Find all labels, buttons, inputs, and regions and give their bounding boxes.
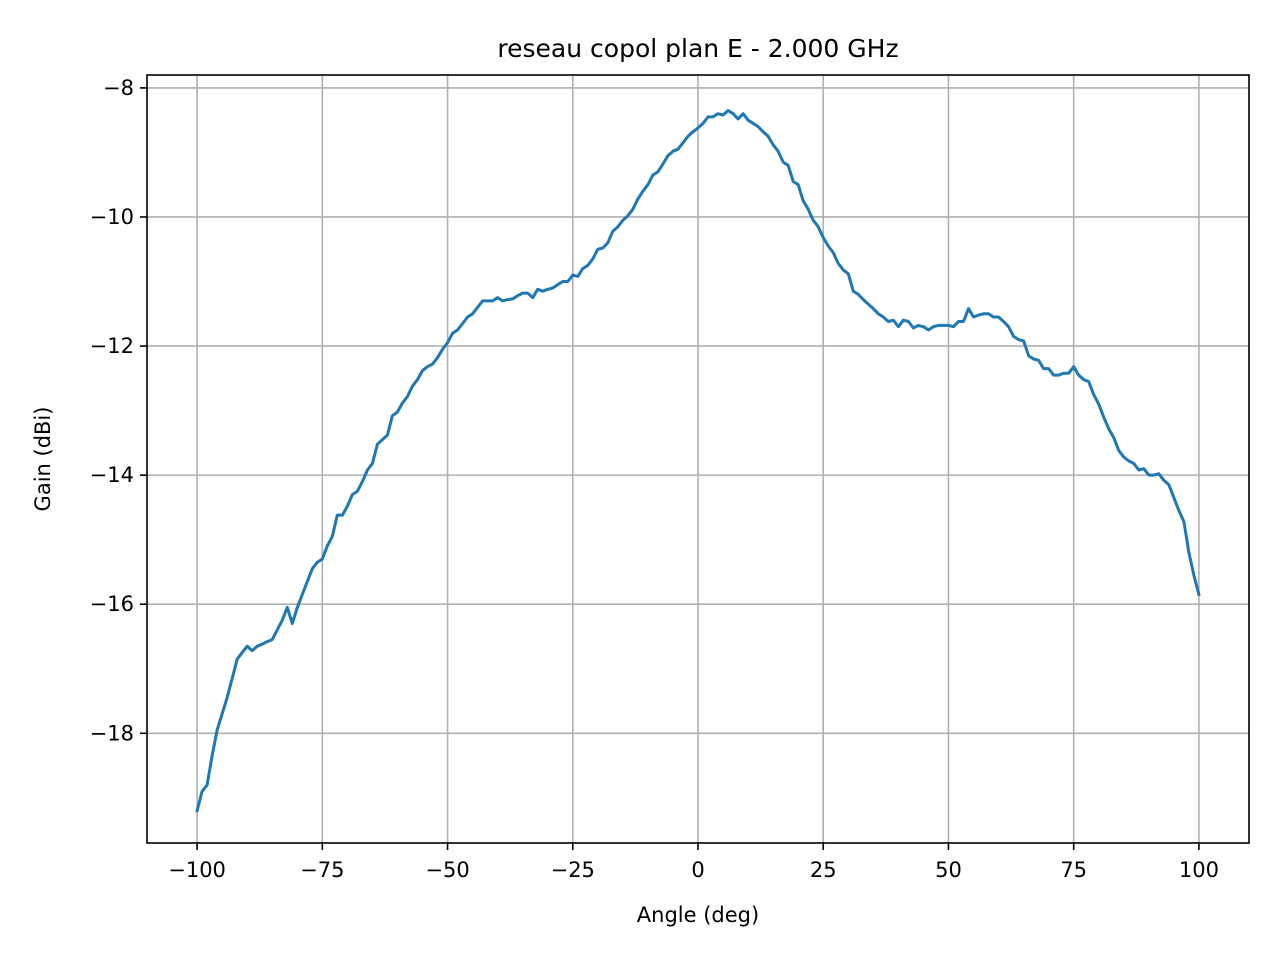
- y-tick-label: −10: [90, 205, 134, 229]
- x-tick-label: −75: [300, 858, 344, 882]
- x-tick-label: 50: [935, 858, 962, 882]
- y-axis-label: Gain (dBi): [31, 407, 55, 512]
- x-tick-label: 100: [1179, 858, 1219, 882]
- plot-area-frame: [146, 74, 1250, 844]
- y-axis-ticks: −8 −10 −12 −14 −16 −18: [90, 76, 147, 745]
- x-tick-label: 25: [810, 858, 837, 882]
- y-tick-label: −12: [90, 334, 134, 358]
- x-axis-ticks: −100 −75 −50 −25 0 25 50 75 100: [168, 843, 1219, 882]
- gain-curve-line: [195, 109, 1201, 813]
- x-tick-label: −100: [168, 858, 226, 882]
- chart-title: reseau copol plan E - 2.000 GHz: [497, 34, 898, 63]
- x-tick-label: −50: [425, 858, 469, 882]
- y-tick-label: −18: [90, 721, 134, 745]
- x-tick-label: 75: [1060, 858, 1087, 882]
- x-tick-label: −25: [551, 858, 595, 882]
- x-tick-label: 0: [691, 858, 704, 882]
- grid-lines: [147, 75, 1249, 843]
- x-axis-label: Angle (deg): [637, 903, 759, 927]
- y-tick-label: −16: [90, 592, 134, 616]
- y-tick-label: −14: [90, 463, 134, 487]
- y-tick-label: −8: [103, 76, 134, 100]
